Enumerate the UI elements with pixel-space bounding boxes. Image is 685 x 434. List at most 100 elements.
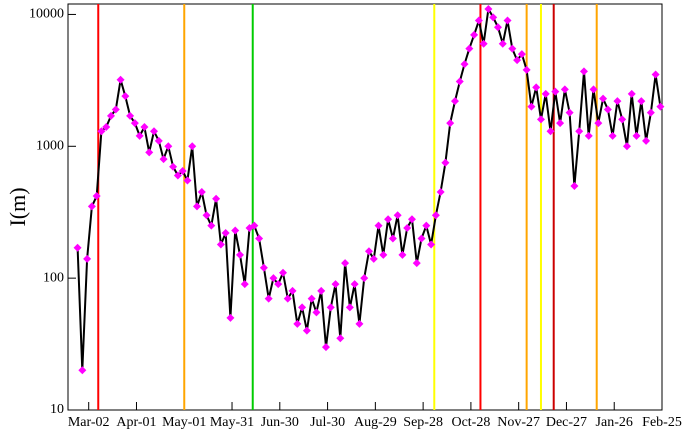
data-marker [83,254,92,263]
data-marker [197,188,206,197]
data-marker [235,250,244,259]
data-marker [484,4,493,13]
data-marker [145,148,154,157]
data-marker [417,234,426,243]
data-marker [240,280,249,289]
data-marker [470,30,479,39]
x-tick-label: Feb-25 [642,415,682,430]
x-tick-label: Aug-29 [354,415,397,430]
data-marker [92,191,101,200]
data-marker [369,254,378,263]
y-tick-label: 100 [43,270,64,285]
data-marker [388,234,397,243]
data-marker [556,119,565,128]
data-marker [398,250,407,259]
data-marker [298,303,307,312]
data-marker [541,89,550,98]
data-marker [87,202,96,211]
data-marker [632,131,641,140]
data-marker [207,221,216,230]
data-marker [603,105,612,114]
data-marker [216,240,225,249]
data-marker [517,50,526,59]
data-marker [493,23,502,32]
data-marker [536,115,545,124]
data-marker [307,294,316,303]
data-marker [331,280,340,289]
data-marker [364,247,373,256]
data-marker [627,89,636,98]
data-marker [274,280,283,289]
data-marker [126,111,135,120]
y-tick-label: 10000 [29,7,64,22]
data-marker [231,226,240,235]
data-marker [656,102,665,111]
data-marker [212,194,221,203]
data-marker [360,274,369,283]
data-marker [379,250,388,259]
x-tick-label: May-01 [162,415,206,430]
data-marker [474,16,483,25]
data-marker [622,142,631,151]
data-marker [317,286,326,295]
data-marker [345,303,354,312]
data-marker [498,39,507,48]
data-marker [584,131,593,140]
data-marker [226,313,235,322]
data-marker [384,215,393,224]
data-marker [613,97,622,106]
data-marker [570,181,579,190]
data-marker [159,155,168,164]
data-marker [546,127,555,136]
data-marker [255,234,264,243]
data-marker [551,87,560,96]
data-marker [97,127,106,136]
data-marker [259,263,268,272]
data-marker [618,115,627,124]
data-marker [393,211,402,220]
data-marker [121,92,130,101]
data-marker [178,166,187,175]
x-tick-label: Dec-27 [546,415,587,430]
data-marker [264,294,273,303]
data-marker [250,221,259,230]
data-marker [503,16,512,25]
x-tick-label: May-31 [210,415,254,430]
data-marker [431,211,440,220]
data-marker [427,240,436,249]
data-marker [188,142,197,151]
data-line [76,5,662,371]
data-marker [73,243,82,252]
data-marker [565,108,574,117]
x-tick-label: Mar-02 [68,415,110,430]
data-marker [78,366,87,375]
data-marker [173,171,182,180]
data-marker [350,280,359,289]
data-marker [202,211,211,220]
data-marker [579,67,588,76]
data-marker [422,221,431,230]
x-tick-label: Oct-28 [451,415,490,430]
data-marker [594,119,603,128]
x-tick-label: Jul-30 [310,415,345,430]
data-marker [312,308,321,317]
data-marker [149,127,158,136]
data-marker [460,60,469,69]
data-marker [130,119,139,128]
data-marker [450,97,459,106]
data-marker [599,94,608,103]
data-marker [560,85,569,94]
data-marker [608,131,617,140]
y-tick-label: 10 [50,402,64,417]
data-marker [154,136,163,145]
data-marker [140,123,149,132]
data-marker [446,119,455,128]
plot-frame [67,3,663,411]
x-tick-label: Jan-26 [596,415,633,430]
data-marker [642,136,651,145]
data-marker [293,319,302,328]
data-marker [169,162,178,171]
x-tick-label: Nov-27 [497,415,540,430]
x-tick-label: Jun-30 [261,415,299,430]
